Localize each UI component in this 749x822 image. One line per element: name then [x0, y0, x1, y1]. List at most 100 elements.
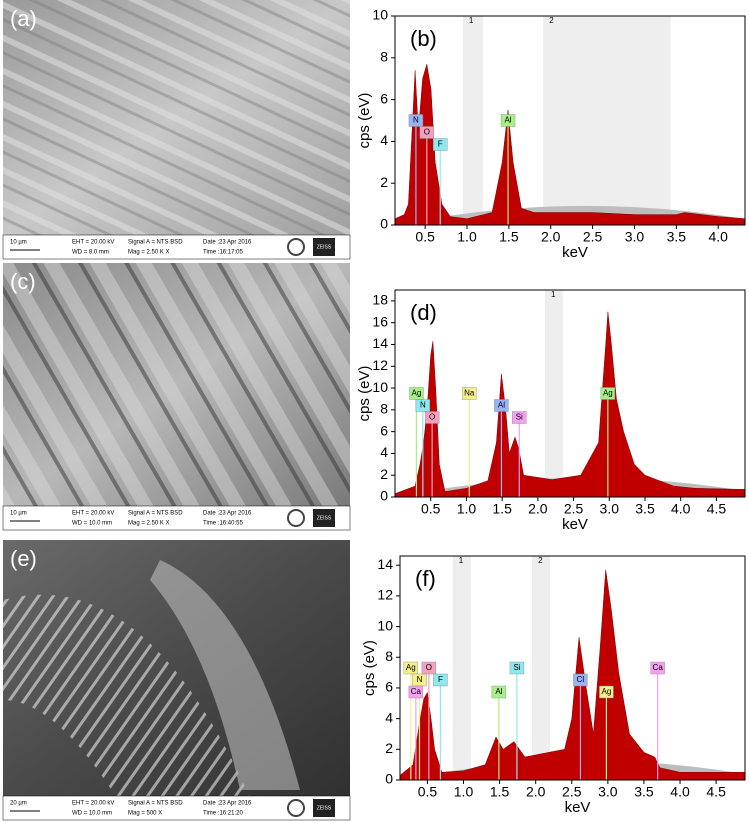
- info-mag: Mag = 500 X: [128, 811, 162, 817]
- peak-tag: [599, 685, 614, 699]
- y-tick-label: 6: [385, 679, 393, 695]
- x-tick-label: 1.5: [492, 501, 512, 517]
- x-axis-label: keV: [565, 799, 591, 816]
- y-tick-label: 10: [372, 379, 388, 395]
- panel-label: (e): [10, 546, 37, 571]
- y-tick-label: 10: [377, 617, 393, 633]
- peak-tag: [421, 661, 437, 675]
- peak-label: Al: [498, 401, 505, 410]
- x-tick-label: 1.5: [490, 784, 510, 800]
- logo: [287, 799, 305, 817]
- x-tick-label: 4.0: [671, 501, 691, 517]
- brand: ZEISS: [317, 244, 332, 250]
- peak-tag: [573, 673, 588, 687]
- x-tick-label: 3.0: [600, 501, 620, 517]
- frame: [394, 289, 746, 498]
- peak-label: Al: [504, 116, 511, 125]
- region: [452, 556, 471, 780]
- y-tick-label: 16: [372, 313, 388, 329]
- spectrum: [394, 64, 746, 226]
- chart-title: (d): [410, 300, 437, 325]
- info-date: Date :23 Apr 2016: [203, 801, 252, 807]
- peak-label: Si: [516, 413, 523, 422]
- peak-label: Ag: [602, 687, 612, 696]
- info-mag: Mag = 2.50 K X: [128, 250, 170, 256]
- peak-label: N: [417, 675, 423, 684]
- x-axis-label: keV: [562, 516, 588, 533]
- x-tick-label: 1.0: [454, 784, 474, 800]
- x-tick-label: 0.5: [415, 229, 435, 245]
- x-tick-label: 4.5: [707, 501, 727, 517]
- x-tick-label: 2.0: [528, 501, 548, 517]
- y-tick-label: 18: [372, 292, 388, 308]
- info-time: Time :16:17:05: [203, 250, 243, 256]
- brand: ZEISS: [317, 805, 332, 811]
- peak-tag: [433, 138, 448, 151]
- y-tick-label: 6: [380, 90, 388, 106]
- info-eht: EHT = 20.00 kV: [72, 240, 114, 246]
- peak-label: N: [420, 401, 426, 410]
- region-label: 1: [469, 16, 474, 25]
- peak-label: Ca: [653, 663, 664, 672]
- info-mag: Mag = 2.50 K X: [128, 521, 170, 527]
- peak-tag: [433, 673, 448, 687]
- peak-tag: [403, 661, 419, 675]
- x-tick-label: 3.0: [598, 784, 618, 800]
- peak-label: F: [438, 675, 443, 684]
- x-tick-label: 3.5: [634, 784, 654, 800]
- sem-a: [3, 0, 350, 235]
- peak-label: Ag: [603, 389, 613, 398]
- info-wd: WD = 10.0 mm: [72, 811, 112, 817]
- brand: ZEISS: [317, 515, 332, 521]
- logo: [287, 238, 305, 256]
- info-eht: EHT = 20.00 kV: [72, 511, 114, 517]
- region: [543, 16, 671, 225]
- y-tick-label: 4: [385, 709, 393, 725]
- y-tick-label: 2: [380, 174, 388, 190]
- panel-label: (a): [10, 6, 37, 31]
- y-tick-label: 2: [385, 740, 393, 756]
- y-tick-label: 8: [380, 49, 388, 65]
- plot-area: [395, 290, 745, 497]
- info-wd: WD = 8.0 mm: [72, 250, 109, 256]
- info-wd: WD = 10.0 mm: [72, 521, 112, 527]
- peak-tag: [408, 114, 424, 127]
- peak-label: Na: [464, 389, 475, 398]
- peak-tag: [419, 126, 435, 139]
- scale-label: 10 µm: [10, 511, 27, 517]
- peak-tag: [650, 661, 665, 675]
- sem-e: [3, 540, 350, 820]
- y-tick-label: 0: [380, 216, 388, 232]
- peak-label: F: [438, 140, 443, 149]
- y-tick-label: 12: [377, 587, 393, 603]
- x-tick-label: 1.0: [457, 229, 477, 245]
- brand-box: [313, 238, 335, 256]
- x-axis-label: keV: [562, 244, 588, 261]
- x-tick-label: 4.0: [708, 229, 728, 245]
- x-tick-label: 3.0: [625, 229, 645, 245]
- frame: [394, 15, 746, 226]
- peak-tag: [491, 685, 507, 699]
- x-tick-label: 1.5: [499, 229, 519, 245]
- x-tick-label: 2.0: [541, 229, 561, 245]
- y-axis-label: cps (eV): [356, 93, 373, 149]
- x-tick-label: 2.5: [583, 229, 603, 245]
- region-label: 1: [459, 556, 464, 565]
- region: [532, 556, 551, 780]
- info-time: Time :16:21:20: [203, 811, 243, 817]
- x-tick-label: 4.5: [706, 784, 726, 800]
- chart-title: (f): [415, 566, 436, 591]
- peak-tag: [500, 114, 516, 127]
- spectrum: [394, 311, 746, 498]
- y-tick-label: 14: [377, 556, 393, 572]
- panel-label: (c): [10, 269, 36, 294]
- y-tick-label: 4: [380, 444, 388, 460]
- y-tick-label: 0: [380, 488, 388, 504]
- region-label: 2: [538, 556, 543, 565]
- sem-c: [3, 263, 350, 506]
- x-tick-label: 2.0: [526, 784, 546, 800]
- y-tick-label: 4: [380, 132, 388, 148]
- info-signal: Signal A = NTS BSD: [128, 240, 183, 246]
- x-tick-label: 2.5: [562, 784, 582, 800]
- y-tick-label: 10: [372, 7, 388, 23]
